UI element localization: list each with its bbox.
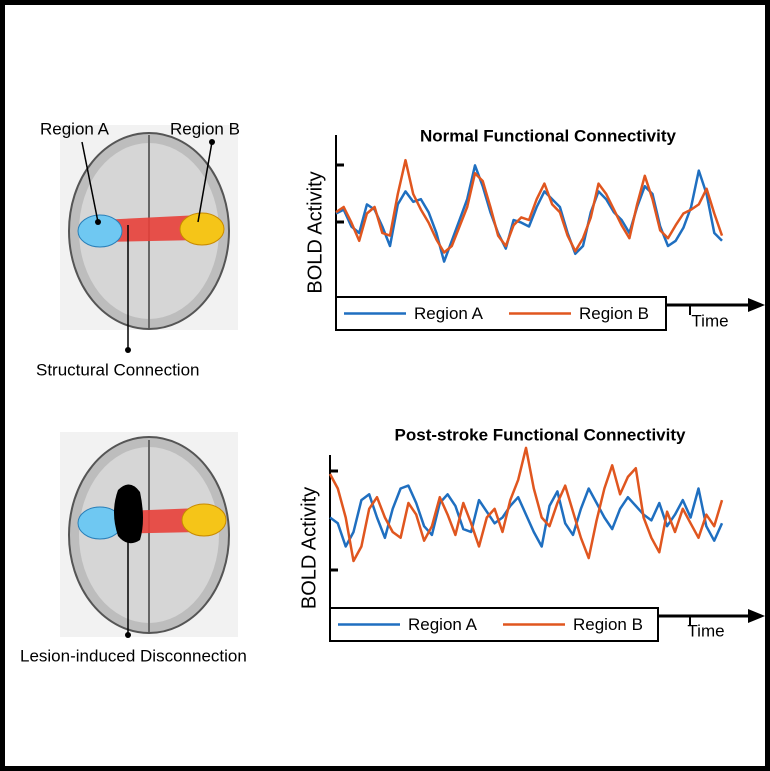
y-axis-label: BOLD Activity [298, 487, 320, 609]
legend-label: Region A [408, 615, 478, 634]
legend-label: Region B [579, 304, 649, 323]
pointer-dot [125, 347, 131, 353]
legend-label: Region A [414, 304, 484, 323]
brain-bottom [60, 432, 238, 637]
x-axis-label: Time [687, 621, 724, 640]
legend-label: Region B [573, 615, 643, 634]
pointer [81, 141, 99, 223]
x-axis-arrow [748, 298, 765, 312]
pointer-dot [125, 632, 131, 638]
region-b-label: Region B [170, 119, 240, 138]
region-a-label: Region A [40, 119, 110, 138]
brain-top [60, 125, 238, 330]
pointer-dot [95, 219, 101, 225]
chart-title: Normal Functional Connectivity [420, 126, 677, 145]
connection-label: Structural Connection [36, 360, 199, 379]
x-axis-label: Time [691, 311, 728, 330]
chart-title: Post-stroke Functional Connectivity [395, 425, 686, 444]
pointer-dot [209, 139, 215, 145]
series-line [329, 484, 724, 548]
y-axis-label: BOLD Activity [304, 171, 326, 293]
pointer [197, 141, 213, 223]
series-line [328, 446, 724, 563]
series-line [335, 158, 724, 254]
x-axis-arrow [748, 609, 765, 623]
connection-label: Lesion-induced Disconnection [20, 646, 247, 665]
